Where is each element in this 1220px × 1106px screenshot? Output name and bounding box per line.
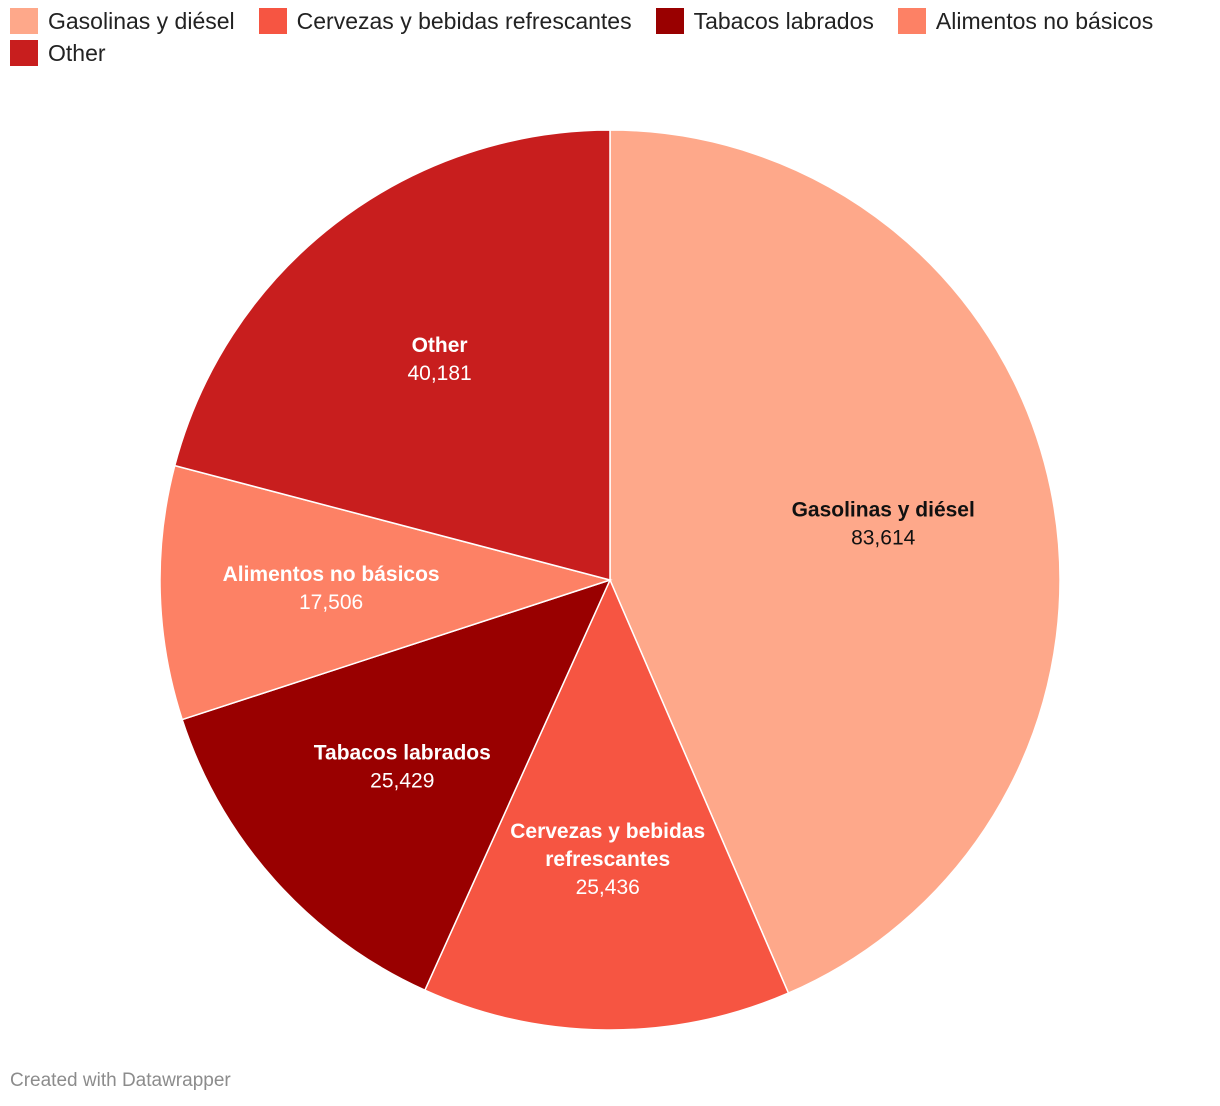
legend-swatch [258,8,287,34]
footer-credit: Created with Datawrapper [10,1070,231,1091]
legend-item: Gasolinas y diésel [10,8,235,34]
slice-value-label: 25,436 [576,876,640,899]
pie-slice [173,129,611,581]
pie-slice [609,129,1061,995]
slice-label: Tabacos labrados [314,741,491,764]
slice-value-label: 83,614 [851,527,916,550]
legend-swatch [655,8,684,34]
pie-slice [181,578,612,992]
legend-swatch [10,8,38,34]
pie-slice [423,578,790,1031]
legend-item: Other [10,40,106,66]
legend-item: Alimentos no básicos [897,7,1154,34]
legend-label: Other [48,39,106,66]
chart-legend: Gasolinas y diésel Cervezas y bebidas ref… [10,8,1210,66]
legend-item: Tabacos labrados [655,7,874,34]
legend-item: Cervezas y bebidas refrescantes [258,7,632,34]
slice-value-label: 17,506 [299,591,363,614]
slice-label: Other [412,334,468,357]
slice-value-label: 25,429 [370,769,434,792]
slice-label: Alimentos no básicos [223,563,440,586]
slice-label: Cervezas y bebidas [510,820,705,843]
legend-label: Gasolinas y diésel [48,7,235,34]
legend-label: Tabacos labrados [693,7,874,34]
legend-label: Cervezas y bebidas refrescantes [296,7,632,34]
slice-value-label: 40,181 [407,362,471,385]
slice-label: refrescantes [545,848,670,871]
slice-label: Gasolinas y diésel [792,499,975,522]
pie-slice [159,464,613,721]
legend-swatch [10,40,38,66]
legend-swatch [897,8,926,34]
legend-label: Alimentos no básicos [935,7,1154,34]
